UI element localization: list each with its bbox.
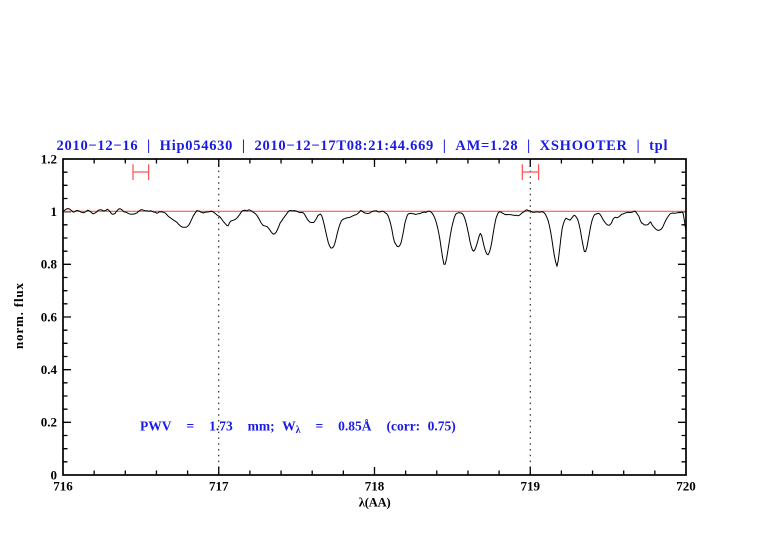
svg-text:0.8: 0.8 — [41, 257, 58, 272]
svg-text:716: 716 — [53, 479, 73, 494]
svg-text:718: 718 — [365, 479, 385, 494]
svg-text:norm. flux: norm. flux — [11, 283, 26, 350]
svg-text:1: 1 — [51, 204, 58, 219]
svg-text:720: 720 — [676, 479, 696, 494]
svg-text:PWV = 1.73 mm; Wλ = 0.85Å: PWV = 1.73 mm; Wλ = 0.85Å (corr: 0.75) — [140, 418, 456, 436]
svg-text:2010−12−16 | Hip054630 | 2: 2010−12−16 | Hip054630 | 2010−12−17T08:2… — [57, 138, 668, 154]
svg-text:λ(AA): λ(AA) — [359, 496, 391, 510]
svg-text:1.2: 1.2 — [41, 151, 57, 166]
svg-text:0.2: 0.2 — [41, 415, 57, 430]
svg-text:717: 717 — [209, 479, 229, 494]
svg-text:0.4: 0.4 — [41, 362, 58, 377]
svg-text:719: 719 — [521, 479, 541, 494]
svg-text:0: 0 — [51, 467, 58, 482]
svg-text:0.6: 0.6 — [41, 309, 58, 324]
